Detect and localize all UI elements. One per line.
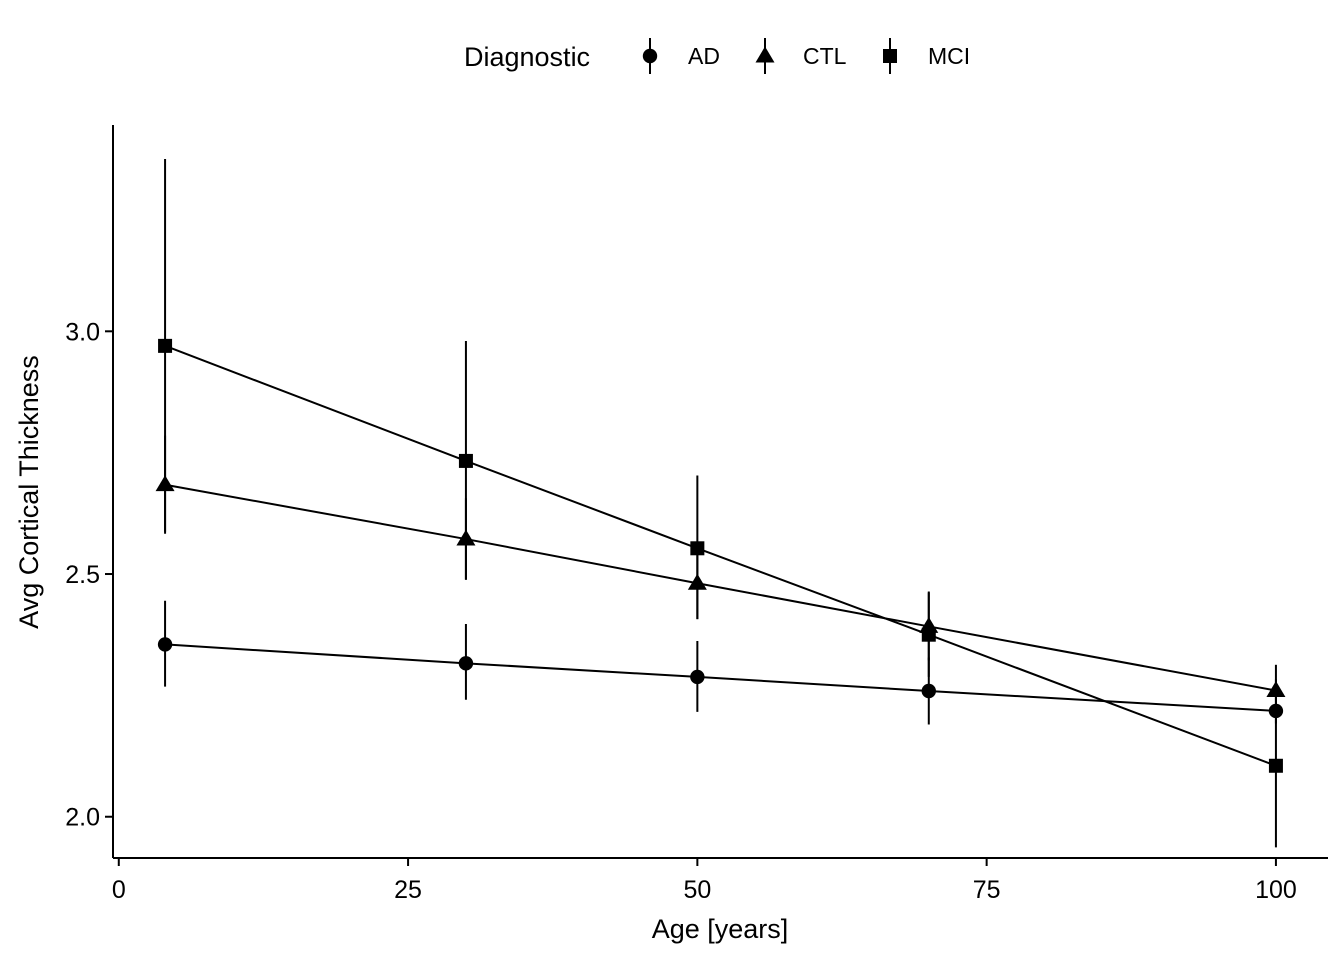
x-tick-label: 25 bbox=[394, 876, 422, 904]
y-ticks: 2.0 2.5 3.0 bbox=[65, 318, 113, 832]
legend-item-mci: MCI bbox=[883, 38, 970, 74]
plot-area bbox=[155, 158, 1286, 848]
x-ticks: 0 25 50 75 100 bbox=[112, 858, 1297, 904]
y-tick-label: 3.0 bbox=[65, 318, 100, 346]
legend-label-ad: AD bbox=[688, 43, 720, 69]
legend-key-ad bbox=[642, 48, 658, 64]
legend-label-ctl: CTL bbox=[803, 43, 847, 69]
x-tick-label: 100 bbox=[1255, 876, 1297, 904]
y-axis-title: Avg Cortical Thickness bbox=[14, 355, 44, 629]
y-tick-label: 2.0 bbox=[65, 804, 100, 832]
y-axis: 2.0 2.5 3.0 Avg Cortical Thickness bbox=[14, 125, 114, 858]
legend-key-ctl bbox=[755, 46, 775, 63]
series-ad bbox=[157, 600, 1284, 725]
data-point-mci bbox=[921, 627, 936, 642]
data-point-ad bbox=[157, 637, 173, 652]
series-mci bbox=[158, 158, 1283, 848]
series-ctl bbox=[155, 435, 1286, 724]
legend: Diagnostic AD CTL MCI bbox=[464, 38, 970, 74]
legend-key-mci bbox=[883, 49, 897, 63]
x-axis: 0 25 50 75 100 Age [years] bbox=[112, 857, 1328, 944]
series-layer bbox=[155, 158, 1286, 848]
x-tick-label: 50 bbox=[683, 876, 711, 904]
data-point-ad bbox=[458, 656, 474, 671]
legend-item-ctl: CTL bbox=[755, 38, 847, 74]
series-line-ctl bbox=[164, 483, 1277, 692]
x-axis-title: Age [years] bbox=[652, 914, 789, 944]
data-point-mci bbox=[1268, 758, 1283, 773]
legend-title: Diagnostic bbox=[464, 42, 590, 72]
legend-items: AD CTL MCI bbox=[642, 38, 970, 74]
data-point-ad bbox=[690, 669, 705, 685]
series-line-mci bbox=[164, 344, 1277, 767]
y-tick-label: 2.5 bbox=[65, 561, 100, 589]
data-point-ad bbox=[921, 683, 936, 699]
x-tick-label: 75 bbox=[973, 876, 1001, 904]
legend-label-mci: MCI bbox=[928, 43, 970, 69]
legend-item-ad: AD bbox=[642, 38, 720, 74]
data-point-mci bbox=[158, 338, 173, 353]
series-line-ad bbox=[165, 643, 1276, 712]
data-point-mci bbox=[690, 541, 705, 556]
data-point-mci bbox=[458, 453, 473, 468]
x-tick-label: 0 bbox=[112, 876, 126, 904]
